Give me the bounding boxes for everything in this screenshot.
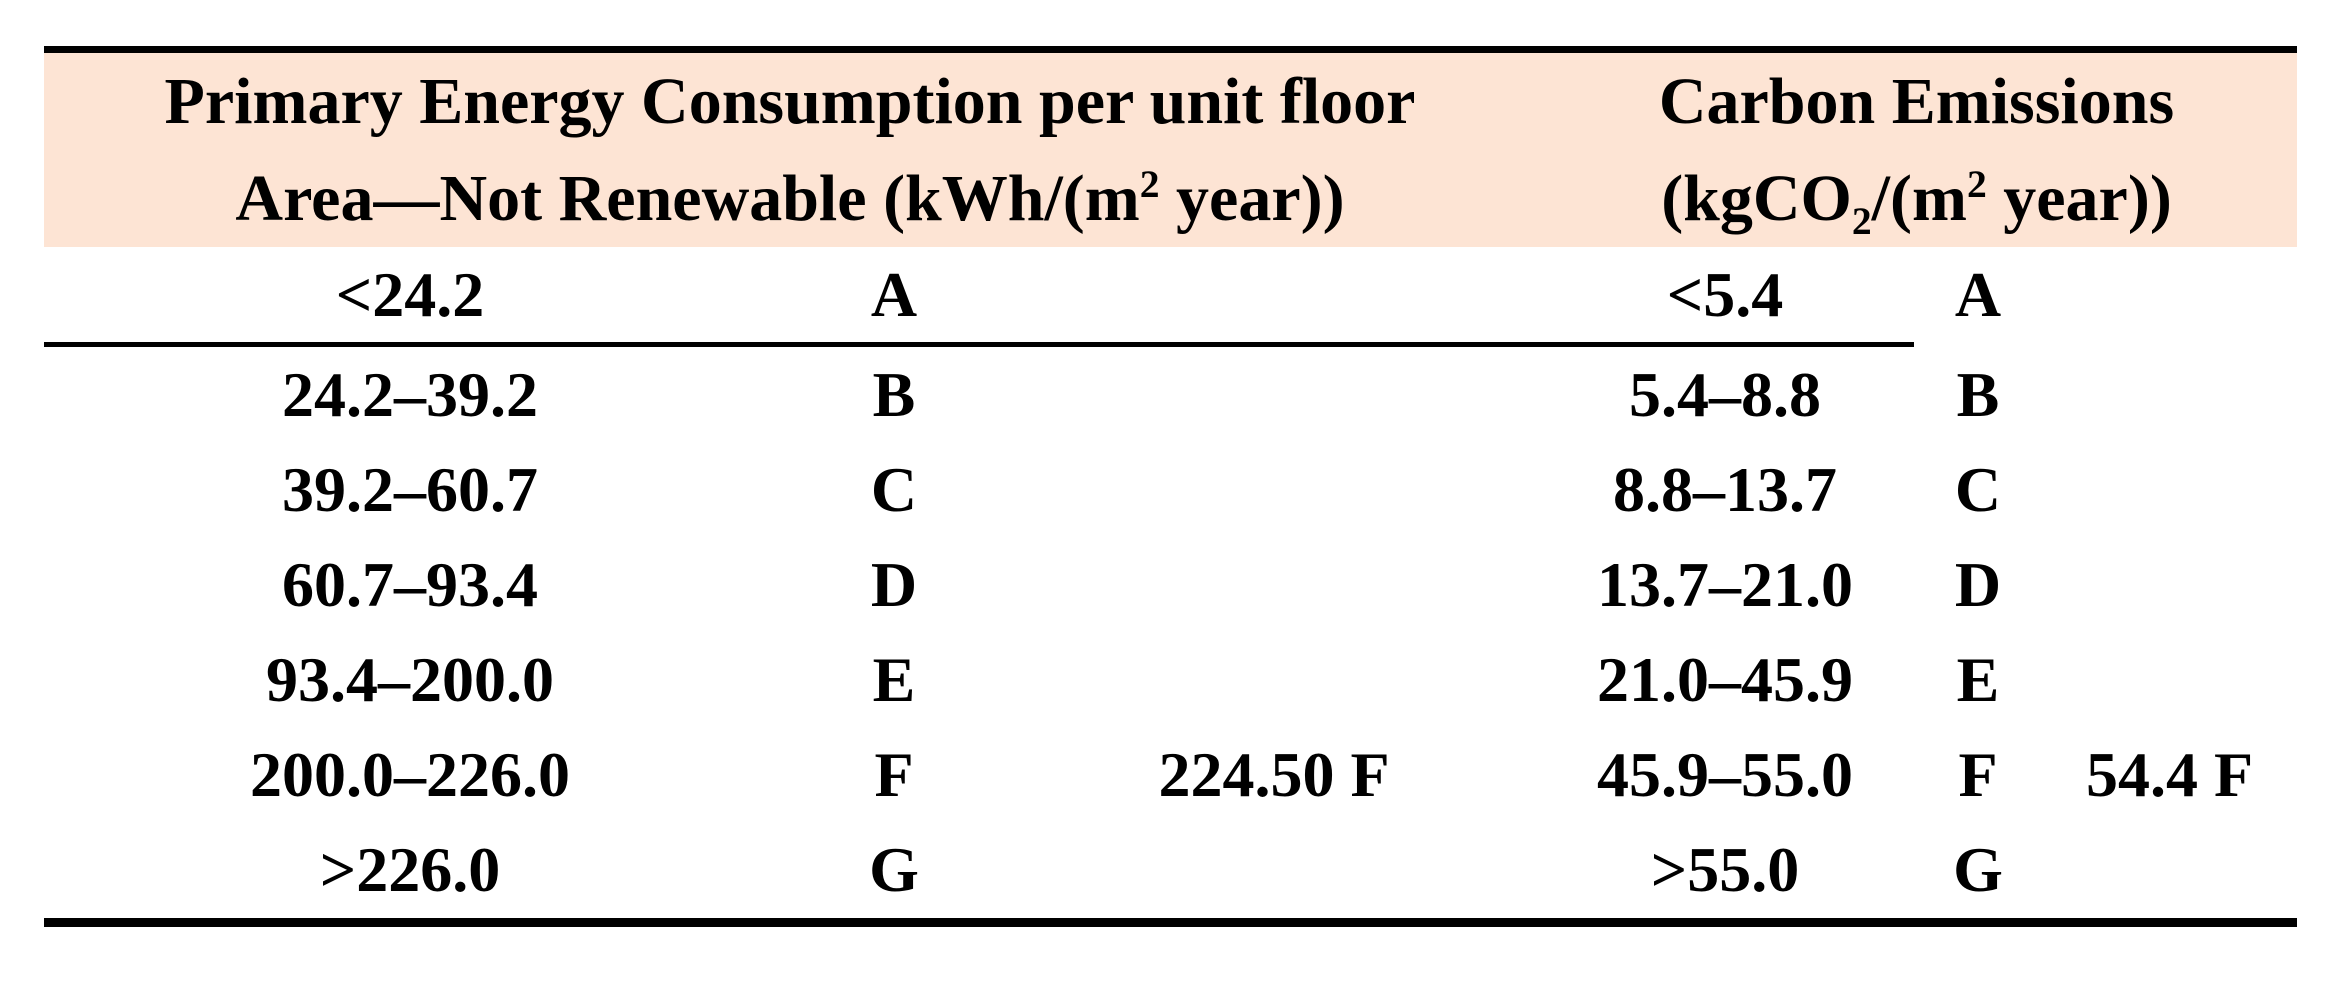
- carbon-grade-cell: C: [1954, 453, 2002, 525]
- carbon-grade-cell: E: [1956, 643, 2000, 715]
- energy-grade-cell: C: [870, 453, 918, 525]
- carbon-value-cell: [2042, 632, 2297, 727]
- partial-rule: [44, 342, 1914, 347]
- carbon-grade-cell: B: [1956, 358, 2000, 430]
- energy-grade-cell: D: [870, 548, 918, 620]
- energy-range-cell: <24.2: [335, 258, 485, 330]
- carbon-value-cell: [2042, 442, 2297, 537]
- carbon-grade-cell: G: [1953, 834, 2003, 905]
- energy-value-cell: [1012, 247, 1536, 342]
- energy-range-cell: 60.7–93.4: [282, 548, 538, 620]
- carbon-value-cell: [2042, 247, 2297, 342]
- energy-header-line2: Area—Not Renewable (kWh/(m2 year)): [235, 162, 1345, 235]
- carbon-section-header: Carbon Emissions (kgCO2/(m2 year)): [1536, 53, 2297, 247]
- carbon-range-cell: 21.0–45.9: [1597, 643, 1853, 715]
- superscript-2: 2: [1966, 162, 1987, 206]
- energy-grade-cell: A: [870, 258, 918, 330]
- carbon-range-cell: 5.4–8.8: [1629, 358, 1821, 430]
- carbon-range-cell: 45.9–55.0: [1597, 738, 1853, 810]
- carbon-value-cell: 54.4 F: [2085, 738, 2254, 810]
- energy-value-cell: [1012, 537, 1536, 632]
- carbon-grade-cell: A: [1954, 258, 2002, 330]
- carbon-value-cell: [2042, 537, 2297, 632]
- carbon-range-cell: >55.0: [1650, 834, 1800, 905]
- energy-range-cell: 200.0–226.0: [250, 738, 570, 810]
- energy-range-cell: 24.2–39.2: [282, 358, 538, 430]
- energy-range-cell: 93.4–200.0: [266, 643, 554, 715]
- carbon-value-cell: [2042, 347, 2297, 442]
- energy-grade-cell: F: [874, 738, 914, 810]
- carbon-range-cell: 8.8–13.7: [1613, 453, 1837, 525]
- carbon-range-cell: 13.7–21.0: [1597, 548, 1853, 620]
- energy-grade-cell: G: [869, 834, 919, 905]
- carbon-range-cell: <5.4: [1666, 258, 1784, 330]
- energy-grade-cell: B: [872, 358, 916, 430]
- energy-header-line1: Primary Energy Consumption per unit floo…: [164, 65, 1416, 138]
- carbon-value-cell: [2042, 822, 2297, 918]
- energy-value-cell: [1012, 347, 1536, 442]
- energy-value-cell: 224.50 F: [1158, 738, 1390, 810]
- energy-range-cell: 39.2–60.7: [282, 453, 538, 525]
- carbon-grade-cell: D: [1954, 548, 2002, 620]
- subscript-2: 2: [1851, 199, 1872, 244]
- energy-section-header: Primary Energy Consumption per unit floo…: [44, 53, 1536, 247]
- energy-value-cell: [1012, 632, 1536, 727]
- energy-grade-cell: E: [872, 643, 916, 715]
- carbon-grade-cell: F: [1958, 738, 1998, 810]
- energy-range-cell: >226.0: [319, 834, 501, 905]
- energy-rating-table: Primary Energy Consumption per unit floo…: [44, 46, 2297, 927]
- carbon-header-line2: (kgCO2/(m2 year)): [1661, 162, 2172, 244]
- energy-value-cell: [1012, 822, 1536, 918]
- energy-value-cell: [1012, 442, 1536, 537]
- superscript-2: 2: [1139, 162, 1160, 206]
- carbon-header-line1: Carbon Emissions: [1658, 65, 2175, 138]
